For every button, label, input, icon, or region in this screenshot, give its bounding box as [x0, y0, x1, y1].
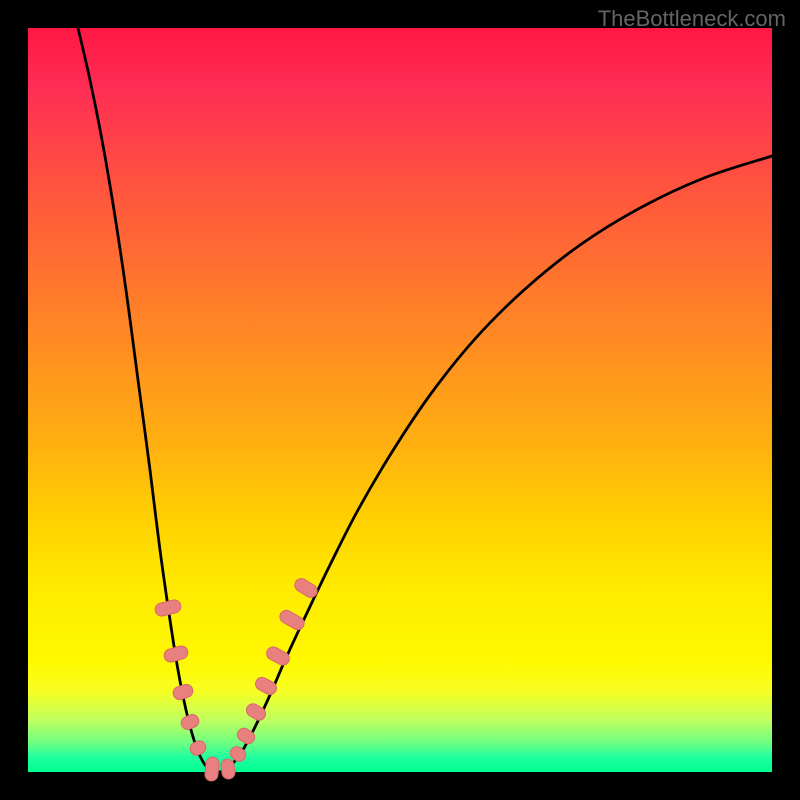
plot-area: [28, 28, 772, 772]
watermark: TheBottleneck.com: [598, 6, 786, 32]
